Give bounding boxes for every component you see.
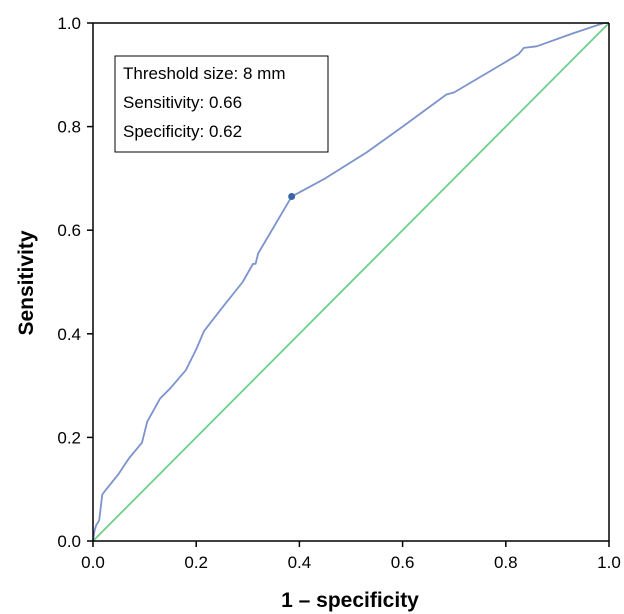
y-tick-label: 1.0 bbox=[57, 14, 81, 33]
reference-line-group bbox=[92, 22, 610, 542]
y-axis-ticks: 0.0 0.2 0.4 0.6 0.8 1.0 bbox=[57, 14, 93, 551]
reference-diagonal-line bbox=[92, 22, 610, 542]
x-tick-label: 1.0 bbox=[597, 553, 621, 572]
y-tick-label: 0.2 bbox=[57, 428, 81, 447]
axes bbox=[92, 22, 610, 542]
annotation-sensitivity: Sensitivity: 0.66 bbox=[123, 93, 242, 112]
x-tick-label: 0.8 bbox=[494, 553, 518, 572]
annotation-box-border bbox=[114, 55, 329, 153]
annotation-threshold: Threshold size: 8 mm bbox=[123, 64, 286, 83]
threshold-annotation: Threshold size: 8 mm Sensitivity: 0.66 S… bbox=[114, 55, 329, 153]
x-tick-label: 0.6 bbox=[391, 553, 415, 572]
annotation-specificity: Specificity: 0.62 bbox=[123, 122, 242, 141]
y-tick-label: 0.0 bbox=[57, 532, 81, 551]
threshold-point-marker bbox=[288, 193, 296, 201]
x-tick-label: 0.4 bbox=[288, 553, 312, 572]
y-tick-label: 0.4 bbox=[57, 325, 81, 344]
roc-curve-group bbox=[92, 22, 609, 542]
roc-curve-line bbox=[92, 22, 609, 542]
x-tick-label: 0.2 bbox=[184, 553, 208, 572]
y-axis-title: Sensitivity bbox=[15, 230, 38, 335]
y-tick-label: 0.8 bbox=[57, 118, 81, 137]
x-tick-label: 0.0 bbox=[81, 553, 105, 572]
y-tick-label: 0.6 bbox=[57, 221, 81, 240]
x-axis-title: 1 – specificity bbox=[281, 589, 419, 612]
x-axis-ticks: 0.0 0.2 0.4 0.6 0.8 1.0 bbox=[81, 541, 621, 572]
